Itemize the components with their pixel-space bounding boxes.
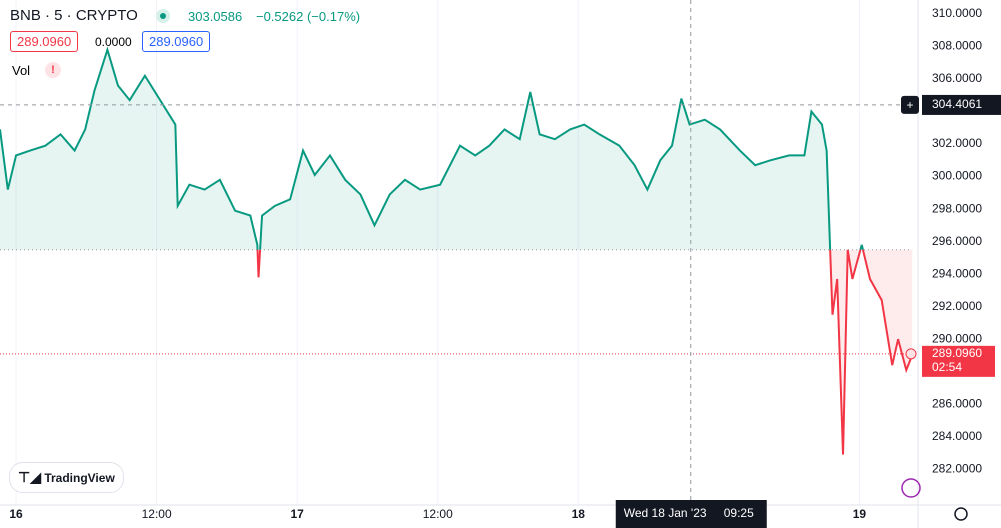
status-dot <box>156 9 170 23</box>
last-price-box <box>922 345 995 377</box>
plus: + <box>906 98 913 112</box>
symbol[interactable]: BNB · 5 · CRYPTO <box>10 7 138 24</box>
last-price-label: 289.0960 <box>932 346 982 360</box>
crosshair-date-box <box>615 500 767 528</box>
logo[interactable]: ⊤◢ TradingView <box>9 462 124 493</box>
crosshair-price: 304.4061 <box>932 97 982 111</box>
y-tick-label: 298.0000 <box>932 201 982 215</box>
x-tick-label: 18 <box>572 507 586 521</box>
y-tick-label: 296.0000 <box>932 234 982 248</box>
y-tick-label: 290.0000 <box>932 331 982 345</box>
replay-icon[interactable] <box>901 478 921 498</box>
area-up <box>0 49 863 250</box>
y-tick-label: 284.0000 <box>932 429 982 443</box>
crosshair-plus <box>901 95 919 114</box>
y-tick-label: 306.0000 <box>932 71 982 85</box>
logo-text: TradingView <box>44 471 115 485</box>
settings-icon[interactable] <box>954 507 968 521</box>
y-tick-label: 310.0000 <box>932 6 982 20</box>
y-tick-label: 294.0000 <box>932 266 982 280</box>
line-up <box>0 46 864 250</box>
crosshair-time: 09:25 <box>724 506 754 520</box>
last-price-dot <box>905 348 917 360</box>
y-tick-label: 292.0000 <box>932 299 982 313</box>
x-tick-label: 12:00 <box>423 507 453 521</box>
y-tick-label: 286.0000 <box>932 396 982 410</box>
x-tick-label: 19 <box>853 507 867 521</box>
warning-icon[interactable]: ! <box>45 62 61 78</box>
ask[interactable]: 289.0960 <box>142 31 211 52</box>
volume-label: Vol <box>12 63 31 78</box>
x-tick-label: 16 <box>9 507 23 521</box>
last-price: 303.0586 <box>188 9 243 24</box>
y-tick-label: 302.0000 <box>932 136 982 150</box>
x-tick-label: 17 <box>290 507 304 521</box>
y-tick-label: 300.0000 <box>932 169 982 183</box>
y-tick-label: 282.0000 <box>932 461 982 475</box>
y-tick-label: 308.0000 <box>932 39 982 53</box>
price-change: −0.5262 (−0.17%) <box>256 9 361 24</box>
x-tick-label: 12:00 <box>142 507 172 521</box>
crosshair-date: Wed 18 Jan '23 <box>624 506 707 520</box>
bid[interactable]: 289.0960 <box>10 31 79 52</box>
spread: 0.0000 <box>95 35 132 49</box>
crosshair-price-box <box>922 94 1001 115</box>
countdown: 02:54 <box>932 360 962 374</box>
